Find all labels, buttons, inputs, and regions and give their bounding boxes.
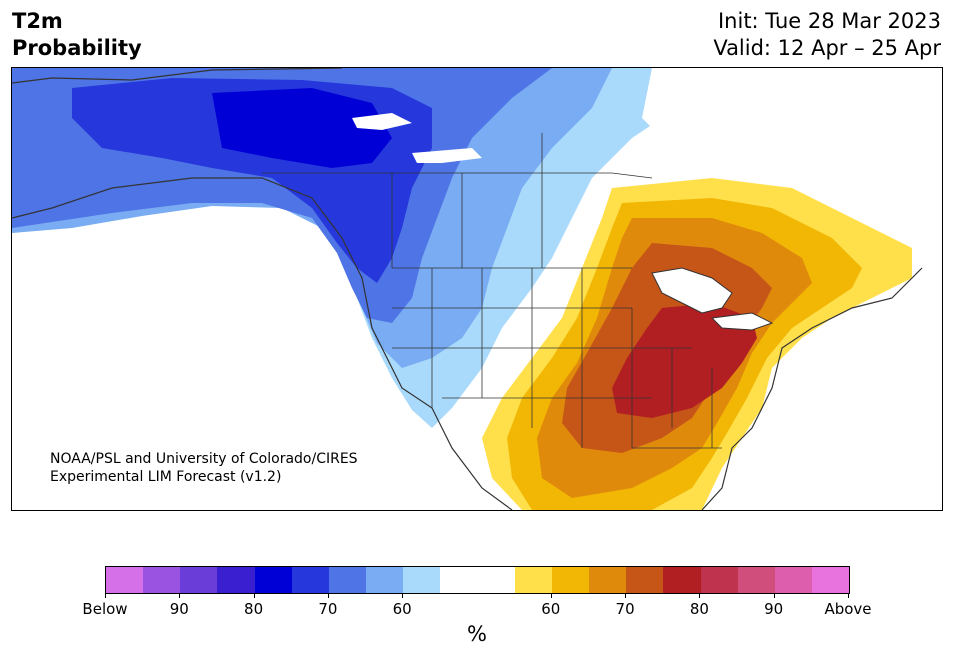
map-svg: [12, 68, 942, 510]
forecast-map: NOAA/PSL and University of Colorado/CIRE…: [11, 67, 943, 511]
colorbar-segment: [403, 567, 441, 593]
colorbar-tick: [179, 593, 181, 598]
boundaries: [262, 133, 722, 449]
colorbar-segment: [626, 567, 664, 593]
colorbar-tick-label: 80: [689, 600, 709, 618]
colorbar-segment: [700, 567, 738, 593]
colorbar-tick: [550, 593, 552, 598]
zone-above-80: [612, 303, 757, 418]
colorbar-segment: [663, 567, 701, 593]
colorbar-segment: [811, 567, 850, 593]
chart-title: T2m Probability: [12, 8, 142, 62]
title-line-2: Probability: [12, 36, 142, 60]
colorbar-segment: [737, 567, 775, 593]
colorbar-tick-label: 90: [169, 600, 189, 618]
zone-neutral-northeast: [642, 68, 942, 248]
colorbar-segment: [366, 567, 404, 593]
colorbar-tick-label: 70: [615, 600, 635, 618]
colorbar-tick: [402, 593, 404, 598]
init-date: Init: Tue 28 Mar 2023: [717, 9, 941, 33]
coastline: [12, 68, 923, 510]
colorbar-tick: [848, 593, 849, 598]
colorbar-segment: [106, 567, 144, 593]
colorbar-tick-label: 60: [541, 600, 561, 618]
colorbar-tick-label: 60: [392, 600, 412, 618]
colorbar-tick: [327, 593, 329, 598]
colorbar-tick-label: 70: [318, 600, 338, 618]
colorbar-segment: [514, 567, 552, 593]
colorbar-tick: [773, 593, 775, 598]
colorbar-segment: [254, 567, 292, 593]
colorbar: [105, 566, 850, 594]
colorbar-segment: [291, 567, 329, 593]
colorbar-segment: [589, 567, 627, 593]
colorbar-segment: [328, 567, 367, 593]
colorbar-segment: [551, 567, 590, 593]
colorbar-tick: [253, 593, 255, 598]
valid-date: Valid: 12 Apr – 25 Apr: [713, 36, 941, 60]
credit-text: NOAA/PSL and University of Colorado/CIRE…: [50, 450, 358, 486]
colorbar-tick: [699, 593, 701, 598]
great-lakes: [651, 267, 774, 331]
colorbar-tick: [625, 593, 627, 598]
colorbar-segment: [440, 567, 478, 593]
colorbar-segment: [143, 567, 181, 593]
colorbar-segment: [477, 567, 515, 593]
colorbar-segment: [774, 567, 812, 593]
colorbar-unit: %: [467, 622, 487, 646]
colorbar-tick: [105, 593, 106, 598]
credit-line-1: NOAA/PSL and University of Colorado/CIRE…: [50, 451, 358, 467]
colorbar-tick-label: Below: [82, 600, 128, 618]
title-line-1: T2m: [12, 9, 63, 33]
colorbar-segment: [217, 567, 255, 593]
colorbar-segment: [180, 567, 218, 593]
colorbar-tick-label: 90: [764, 600, 784, 618]
zone-below-90: [212, 88, 392, 168]
great-slave-lake: [352, 113, 482, 163]
colorbar-tick-label: Above: [824, 600, 872, 618]
credit-line-2: Experimental LIM Forecast (v1.2): [50, 469, 282, 485]
date-info: Init: Tue 28 Mar 2023 Valid: 12 Apr – 25…: [713, 8, 941, 62]
colorbar-tick-label: 80: [244, 600, 264, 618]
